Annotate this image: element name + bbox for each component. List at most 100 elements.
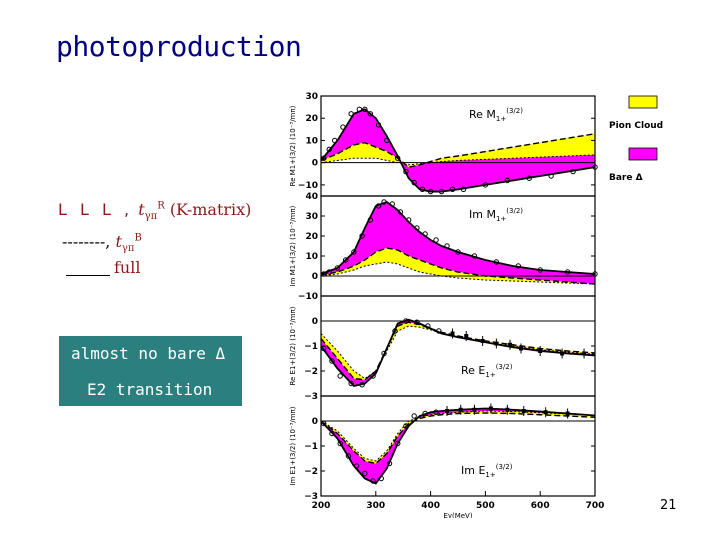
data-point [422,231,428,237]
data-point [460,186,467,193]
data-point [403,423,409,429]
data-point [362,106,368,113]
data-point [342,257,349,263]
data-point [537,267,543,273]
x-tick-label: 600 [531,501,550,511]
y-tick-label: 40 [305,192,318,202]
data-point [493,259,500,265]
panel-label-main: Re M [469,108,496,121]
legend-full-text: full [114,258,141,277]
data-point [449,186,456,193]
data-point [422,410,428,417]
y-tick-label: 0 [312,417,318,427]
kmatrix-curve [320,133,596,168]
data-point [411,179,417,186]
panel-3: 0 −1 −2 −3 Im E1+(3/2) (10⁻³/mπ) Im E1+(3/2) [289,395,596,502]
x-tick-label: 700 [586,501,605,511]
legend-bare: --------, tγπB [62,232,142,254]
y-tick-label: 0 [312,272,318,282]
pion-cloud-band [321,133,595,168]
legend-sub-b: γπ [121,243,135,255]
data-point [425,323,431,329]
x-tick-label: 400 [421,501,440,511]
data-point [464,334,469,338]
data-point [405,217,412,223]
legend-swatch [628,95,658,109]
data-point [445,409,450,413]
data-point [521,409,526,413]
y-axis-label: Im M1+(3/2) (10⁻³/mπ) [289,205,297,286]
data-point [526,175,532,181]
data-point [488,406,493,411]
y-axis-label: Im E1+(3/2) (10⁻³/mπ) [289,406,297,485]
panel-label-sup: (3/2) [496,363,513,371]
data-point [565,411,570,416]
data-point [403,318,409,324]
y-axis-label: Re M1+(3/2) (10⁻³/mπ) [289,105,297,186]
data-point [570,168,576,175]
data-point [395,440,401,447]
note-box: almost no bare Δ E2 transition [59,336,242,406]
panel-label: Re E1+(3/2) [461,363,513,379]
data-point [458,407,463,412]
panel-label-sup: (3/2) [506,107,523,115]
pion-cloud-band [321,411,595,464]
note-line-1: almost no bare Δ [71,344,226,363]
data-point [353,463,360,469]
panel-label-sup: (3/2) [506,207,523,215]
data-point [438,188,445,195]
data-point [472,407,477,412]
data-point [340,124,346,130]
panel-2: 0 −1 −2 −3 Re E1+(3/2) (10⁻³/mπ) Re E1+(3/2) [289,295,596,402]
data-point [508,342,513,347]
x-tick-label: 500 [476,501,495,511]
data-point [326,146,332,153]
y-tick-label: −1 [304,442,318,452]
data-point [433,409,439,415]
data-point [386,460,393,467]
data-point [538,349,543,353]
data-point [505,407,510,412]
x-tick-label: 200 [312,501,331,511]
data-point [378,475,384,482]
pion-cloud-band [321,248,595,284]
y-tick-label: 10 [305,252,318,262]
data-point [414,225,420,231]
data-point [329,358,335,364]
data-point [337,373,343,379]
kmatrix-curve [320,247,596,285]
full-curve [320,200,596,275]
legend-letters: L L L , [58,200,134,219]
data-point [471,253,478,259]
data-point [543,410,548,415]
panel-label-sub: 1+ [496,215,506,223]
legend-full: full [66,258,140,277]
data-point [444,243,450,249]
panel-label-sup: (3/2) [496,463,513,471]
data-point [519,346,524,351]
data-point [345,453,352,459]
data-point [395,155,401,161]
data-point [367,217,374,223]
data-point [482,182,489,188]
panel-label-sub: 1+ [485,371,495,379]
data-point [375,203,382,209]
y-tick-label: 20 [305,232,318,242]
slide-title: photoproduction [56,30,302,63]
legend-sub-r: γπ [144,211,158,223]
data-point [337,440,343,447]
data-point [329,430,335,437]
panel-label-sub: 1+ [485,471,495,479]
data-point [494,341,499,346]
data-point [414,319,420,325]
panel-label: Im E1+(3/2) [461,463,513,479]
data-point [351,249,357,255]
legend-label: Bare Δ [609,173,643,183]
data-point [515,263,521,269]
legend-dashes: --------, [62,232,111,251]
bare-curve [320,410,596,462]
y-tick-label: −10 [298,292,318,302]
data-point [332,137,338,144]
